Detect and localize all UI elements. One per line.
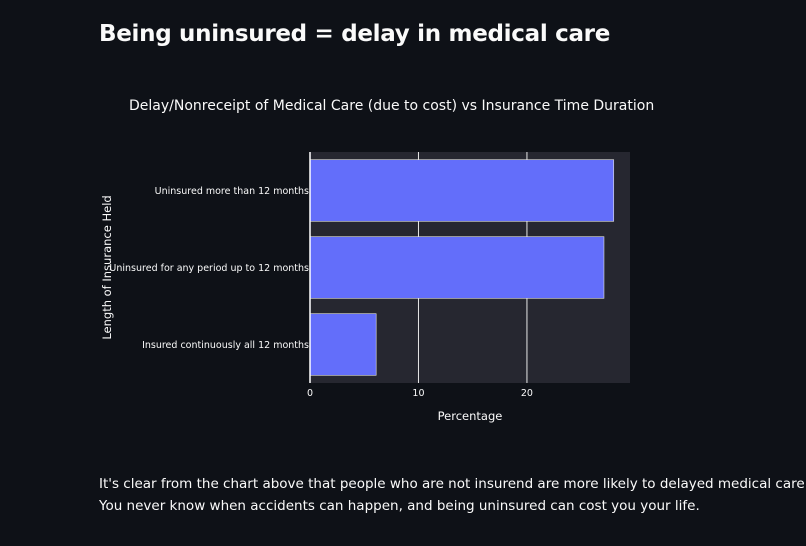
x-axis-tick-labels: 0 10 20	[307, 388, 533, 399]
x-tick-label-0: 0	[307, 388, 313, 399]
y-tick-label-2: Insured continuously all 12 months	[142, 340, 309, 351]
chart-title: Delay/Nonreceipt of Medical Care (due to…	[129, 98, 654, 114]
bar-1[interactable]	[309, 236, 605, 299]
page-heading: Being uninsured = delay in medical care	[99, 21, 611, 47]
bar-2[interactable]	[309, 313, 377, 376]
explanation-line-1: It's clear from the chart above that peo…	[99, 476, 806, 492]
x-axis-title: Percentage	[438, 409, 503, 423]
explanation-line-2: You never know when accidents can happen…	[99, 498, 700, 514]
y-axis-tick-labels: Uninsured more than 12 months Uninsured f…	[109, 186, 309, 351]
x-tick-label-10: 10	[412, 388, 424, 399]
chart-canvas: Delay/Nonreceipt of Medical Care (due to…	[100, 98, 654, 423]
bar-0[interactable]	[309, 159, 615, 222]
y-tick-label-1: Uninsured for any period up to 12 months	[109, 263, 309, 274]
y-tick-label-0: Uninsured more than 12 months	[155, 186, 309, 197]
x-tick-label-20: 20	[521, 388, 533, 399]
explanation-paragraph: It's clear from the chart above that peo…	[99, 473, 806, 517]
bar-chart: Delay/Nonreceipt of Medical Care (due to…	[96, 86, 656, 436]
y-axis-title: Length of Insurance Held	[100, 195, 114, 339]
